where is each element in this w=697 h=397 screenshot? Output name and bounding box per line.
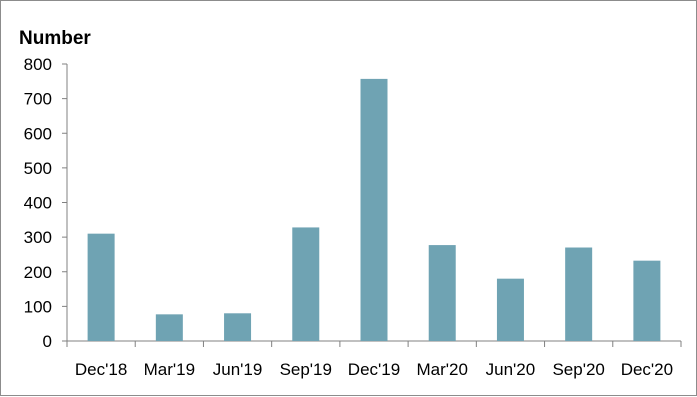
bar — [633, 260, 661, 341]
x-tick-label: Sep'19 — [280, 360, 332, 379]
y-axis: 0 100 200 300 400 500 600 700 800 — [24, 55, 68, 351]
bar — [155, 314, 183, 341]
y-axis-title: Number — [19, 28, 91, 49]
bar — [428, 245, 456, 341]
y-tick-label: 100 — [24, 297, 52, 316]
bar — [565, 247, 593, 341]
x-tick-label: Mar'20 — [417, 360, 468, 379]
x-tick-label: Jun'20 — [486, 360, 536, 379]
bar — [360, 78, 388, 342]
x-tick-label: Dec'18 — [75, 360, 127, 379]
y-tick-label: 500 — [24, 159, 52, 178]
bar — [224, 313, 252, 341]
y-tick-label: 400 — [24, 194, 52, 213]
bar — [87, 233, 115, 341]
y-tick-label: 600 — [24, 124, 52, 143]
y-tick-label: 700 — [24, 90, 52, 109]
bars — [87, 78, 661, 342]
x-axis: Dec'18 Mar'19 Jun'19 Sep'19 Dec'19 Mar'20 Jun'… — [66, 340, 682, 379]
y-tick-label: 0 — [43, 332, 52, 351]
bar — [292, 227, 320, 341]
x-tick-label: Dec'19 — [348, 360, 400, 379]
x-tick-label: Mar'19 — [144, 360, 195, 379]
y-tick-label: 200 — [24, 263, 52, 282]
y-tick-label: 300 — [24, 228, 52, 247]
x-tick-label: Sep'20 — [552, 360, 604, 379]
x-tick-label: Dec'20 — [621, 360, 673, 379]
x-tick-label: Jun'19 — [213, 360, 263, 379]
y-tick-label: 800 — [24, 55, 52, 74]
bar — [496, 278, 524, 341]
